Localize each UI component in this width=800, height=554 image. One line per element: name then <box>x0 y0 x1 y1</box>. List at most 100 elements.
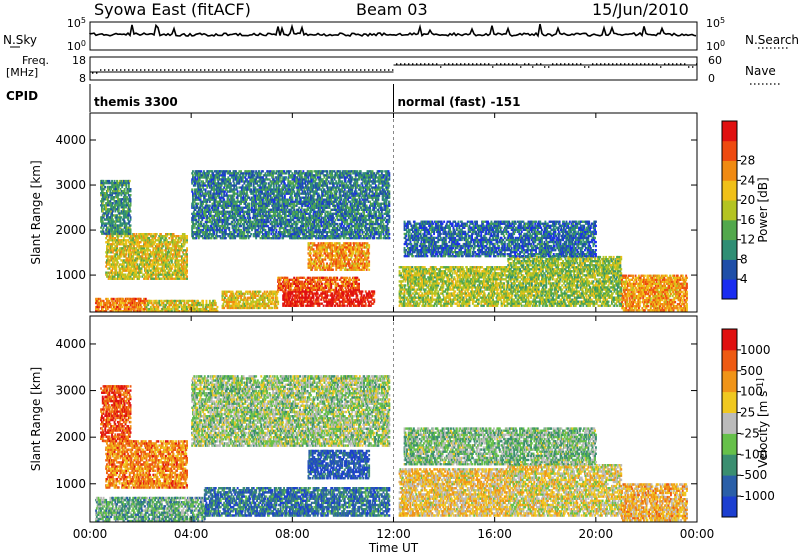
heatmap-cell <box>324 252 326 254</box>
heatmap-cell <box>270 295 272 297</box>
heatmap-cell <box>244 299 246 301</box>
heatmap-cell <box>157 249 159 251</box>
heatmap-cell <box>134 241 136 243</box>
heatmap-cell <box>107 257 109 259</box>
nave-tick-bottom: 0 <box>708 72 715 85</box>
heatmap-cell <box>339 297 341 299</box>
heatmap-cell <box>109 235 111 237</box>
heatmap-cell <box>257 303 259 305</box>
heatmap-cell <box>368 303 370 305</box>
heatmap-cell <box>158 274 160 276</box>
heatmap-cell <box>336 294 338 296</box>
heatmap-cell <box>331 292 333 294</box>
heatmap-cell <box>109 274 111 276</box>
heatmap-cell <box>338 256 340 258</box>
heatmap-cell <box>302 294 304 296</box>
heatmap-cell <box>341 287 343 289</box>
heatmap-cell <box>342 283 344 285</box>
heatmap-cell <box>189 304 191 306</box>
heatmap-cell <box>147 243 149 245</box>
heatmap-cell <box>120 255 122 257</box>
heatmap-cell <box>312 242 314 244</box>
heatmap-cell <box>273 303 275 305</box>
heatmap-cell <box>154 247 156 249</box>
heatmap-cell <box>309 277 311 279</box>
heatmap-cell <box>345 248 347 250</box>
heatmap-cell <box>303 297 305 299</box>
heatmap-cell <box>157 274 159 276</box>
heatmap-cell <box>334 242 336 244</box>
heatmap-cell <box>281 289 283 291</box>
heatmap-cell <box>264 291 266 293</box>
heatmap-cell <box>120 253 122 255</box>
heatmap-cell <box>296 277 298 279</box>
heatmap-cell <box>164 306 166 308</box>
heatmap-cell <box>368 244 370 246</box>
heatmap-cell <box>133 267 135 269</box>
heatmap-cell <box>202 304 204 306</box>
heatmap-cell <box>134 274 136 276</box>
heatmap-cell <box>321 283 323 285</box>
heatmap-cell <box>97 306 99 308</box>
heatmap-cell <box>341 260 343 262</box>
heatmap-cell <box>130 302 132 304</box>
heatmap-cell <box>148 267 150 269</box>
heatmap-cell <box>145 298 147 300</box>
heatmap-cell <box>337 250 339 252</box>
heatmap-cell <box>285 277 287 279</box>
nsky-tick-top: 105 <box>67 16 86 30</box>
heatmap-cell <box>149 261 151 263</box>
heatmap-cell <box>115 265 117 267</box>
heatmap-cell <box>136 263 138 265</box>
heatmap-cell <box>307 283 309 285</box>
heatmap-cell <box>317 283 319 285</box>
heatmap-cell <box>224 297 226 299</box>
heatmap-cell <box>114 247 116 249</box>
heatmap-cell <box>132 237 134 239</box>
heatmap-cell <box>367 248 369 250</box>
heatmap-cell <box>169 308 171 310</box>
heatmap-cell <box>111 233 113 235</box>
heatmap-cell <box>107 308 109 310</box>
heatmap-cell <box>114 302 116 304</box>
heatmap-cell <box>109 239 111 241</box>
heatmap-cell <box>359 254 361 256</box>
heatmap-cell <box>309 283 311 285</box>
heatmap-cell <box>313 265 315 267</box>
heatmap-cell <box>368 252 370 254</box>
heatmap-cell <box>145 300 147 302</box>
heatmap-cell <box>107 298 109 300</box>
heatmap-cell <box>324 301 326 303</box>
heatmap-cell <box>110 251 112 253</box>
heatmap-cell <box>155 249 157 251</box>
heatmap-cell <box>329 256 331 258</box>
heatmap-cell <box>109 267 111 269</box>
heatmap-cell <box>368 269 370 271</box>
heatmap-cell <box>176 300 178 302</box>
heatmap-cell <box>292 285 294 287</box>
heatmap-cell <box>158 239 160 241</box>
nsearch-label: N.Search <box>745 33 799 47</box>
heatmap-cell <box>258 293 260 295</box>
heatmap-cell <box>197 300 199 302</box>
heatmap-cell <box>156 233 158 235</box>
heatmap-cell <box>232 303 234 305</box>
heatmap-cell <box>120 304 122 306</box>
heatmap-cell <box>297 292 299 294</box>
heatmap-cell <box>290 287 292 289</box>
heatmap-cell <box>365 305 367 307</box>
heatmap-cell <box>292 292 294 294</box>
heatmap-cell <box>128 251 130 253</box>
heatmap-cell <box>186 308 188 310</box>
heatmap-cell <box>119 276 121 278</box>
heatmap-cell <box>153 306 155 308</box>
heatmap-cell <box>302 303 304 305</box>
heatmap-cell <box>321 297 323 299</box>
cpid-segment-label: themis 3300 <box>94 95 178 109</box>
heatmap-cell <box>154 241 156 243</box>
heatmap-cell <box>317 279 319 281</box>
heatmap-cell <box>148 237 150 239</box>
heatmap-cell <box>308 246 310 248</box>
heatmap-cell <box>112 251 114 253</box>
heatmap-cell <box>251 301 253 303</box>
